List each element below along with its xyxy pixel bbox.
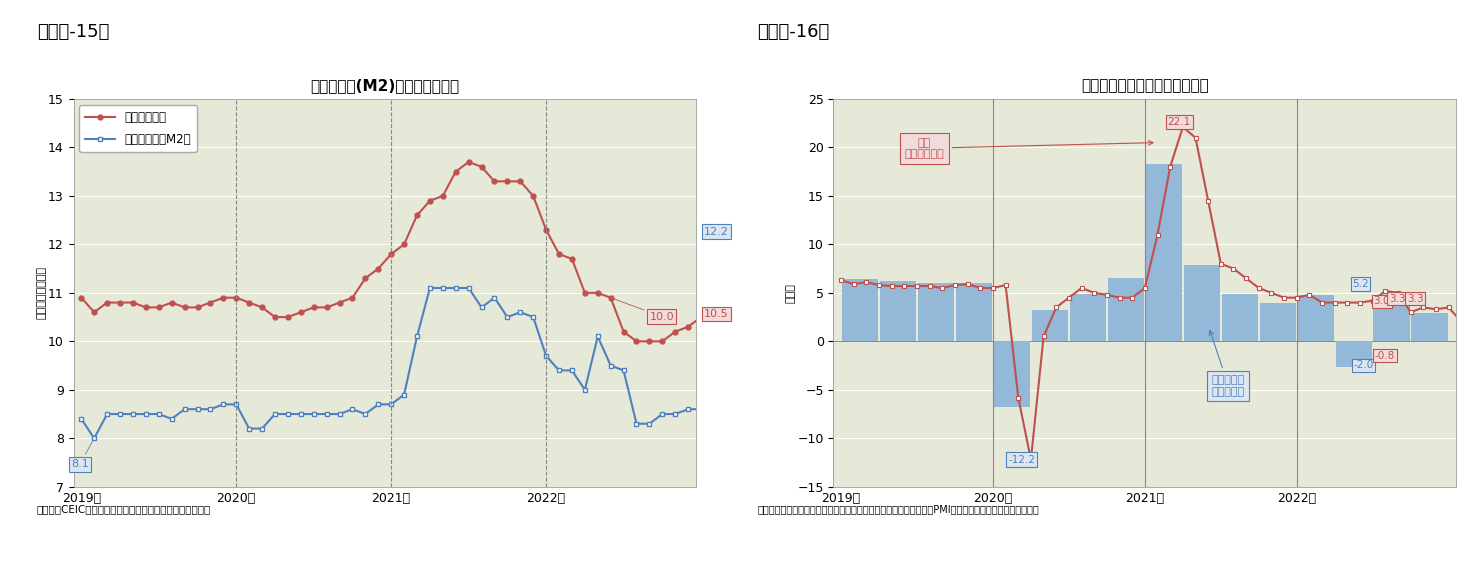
- Bar: [918, 283, 955, 341]
- Bar: [841, 279, 878, 341]
- Text: 経済成長率
（公表値）: 経済成長率 （公表値）: [1209, 331, 1244, 397]
- 社会融資総量: [628, 338, 646, 345]
- Bar: [1374, 303, 1411, 341]
- Y-axis label: （前年同月比％）: （前年同月比％）: [37, 267, 47, 319]
- Text: （資料）CEIC（出所は中国人民銀行）のデータを元に作成: （資料）CEIC（出所は中国人民銀行）のデータを元に作成: [37, 504, 210, 514]
- Line: 通貨供給量（M2）: 通貨供給量（M2）: [79, 232, 936, 441]
- Bar: [1336, 341, 1372, 367]
- 社会融資総量: [886, 314, 903, 320]
- Text: -0.8: -0.8: [1375, 351, 1395, 361]
- 通貨供給量（M2）: [872, 289, 890, 296]
- Bar: [994, 341, 1030, 408]
- Title: 経済成長率と景気インデックス: 経済成長率と景気インデックス: [1081, 79, 1209, 93]
- 社会融資総量: [615, 328, 633, 335]
- Text: （注）景気インデックスは、鉱工業生産、サービス業生産、建設業PMIを用いて筆者が合成加工した指数: （注）景気インデックスは、鉱工業生産、サービス業生産、建設業PMIを用いて筆者が…: [758, 504, 1040, 514]
- Bar: [1297, 295, 1334, 341]
- 通貨供給量（M2）: [925, 231, 943, 238]
- 通貨供給量（M2）: [472, 304, 490, 311]
- Bar: [1108, 278, 1144, 341]
- Text: -12.2: -12.2: [1008, 454, 1036, 465]
- Y-axis label: （％）: （％）: [786, 283, 796, 303]
- 社会融資総量: [460, 158, 478, 165]
- Text: 3.0: 3.0: [1374, 297, 1390, 306]
- Text: 10.0: 10.0: [613, 299, 674, 321]
- 社会融資総量: [485, 178, 503, 185]
- Bar: [1259, 303, 1296, 341]
- Text: 景気
インデックス: 景気 インデックス: [905, 138, 1153, 159]
- 社会融資総量: [537, 226, 555, 233]
- Text: 5.2: 5.2: [1352, 279, 1370, 289]
- 社会融資総量: [602, 294, 619, 301]
- 通貨供給量（M2）: [188, 406, 206, 413]
- Bar: [1069, 294, 1106, 341]
- Bar: [1412, 313, 1447, 341]
- Text: 3.3: 3.3: [1406, 294, 1424, 303]
- Bar: [1031, 310, 1068, 341]
- Text: 10.5: 10.5: [705, 309, 728, 319]
- Legend: 社会融資総量, 通貨供給量（M2）: 社会融資総量, 通貨供給量（M2）: [79, 105, 197, 152]
- Text: 8.1: 8.1: [71, 441, 93, 469]
- 社会融資総量: [175, 304, 193, 311]
- Bar: [880, 281, 916, 341]
- Bar: [1184, 265, 1219, 341]
- Bar: [1221, 294, 1258, 341]
- 通貨供給量（M2）: [72, 415, 90, 422]
- 社会融資総量: [72, 294, 90, 301]
- 通貨供給量（M2）: [85, 435, 103, 441]
- Text: 22.1: 22.1: [1168, 117, 1192, 127]
- Bar: [1146, 164, 1183, 341]
- Text: （図表-16）: （図表-16）: [758, 23, 830, 41]
- Text: （図表-15）: （図表-15）: [37, 23, 109, 41]
- Text: -2.0: -2.0: [1353, 361, 1374, 371]
- 通貨供給量（M2）: [215, 401, 232, 408]
- 通貨供給量（M2）: [731, 421, 749, 427]
- Text: 3.3: 3.3: [1389, 294, 1405, 303]
- Line: 社会融資総量: 社会融資総量: [79, 160, 897, 344]
- 通貨供給量（M2）: [434, 285, 452, 291]
- Bar: [956, 283, 991, 341]
- 社会融資総量: [407, 212, 425, 218]
- Text: 12.2: 12.2: [705, 226, 730, 237]
- Title: 通貨供給量(M2)と社会融資総量: 通貨供給量(M2)と社会融資総量: [310, 79, 459, 93]
